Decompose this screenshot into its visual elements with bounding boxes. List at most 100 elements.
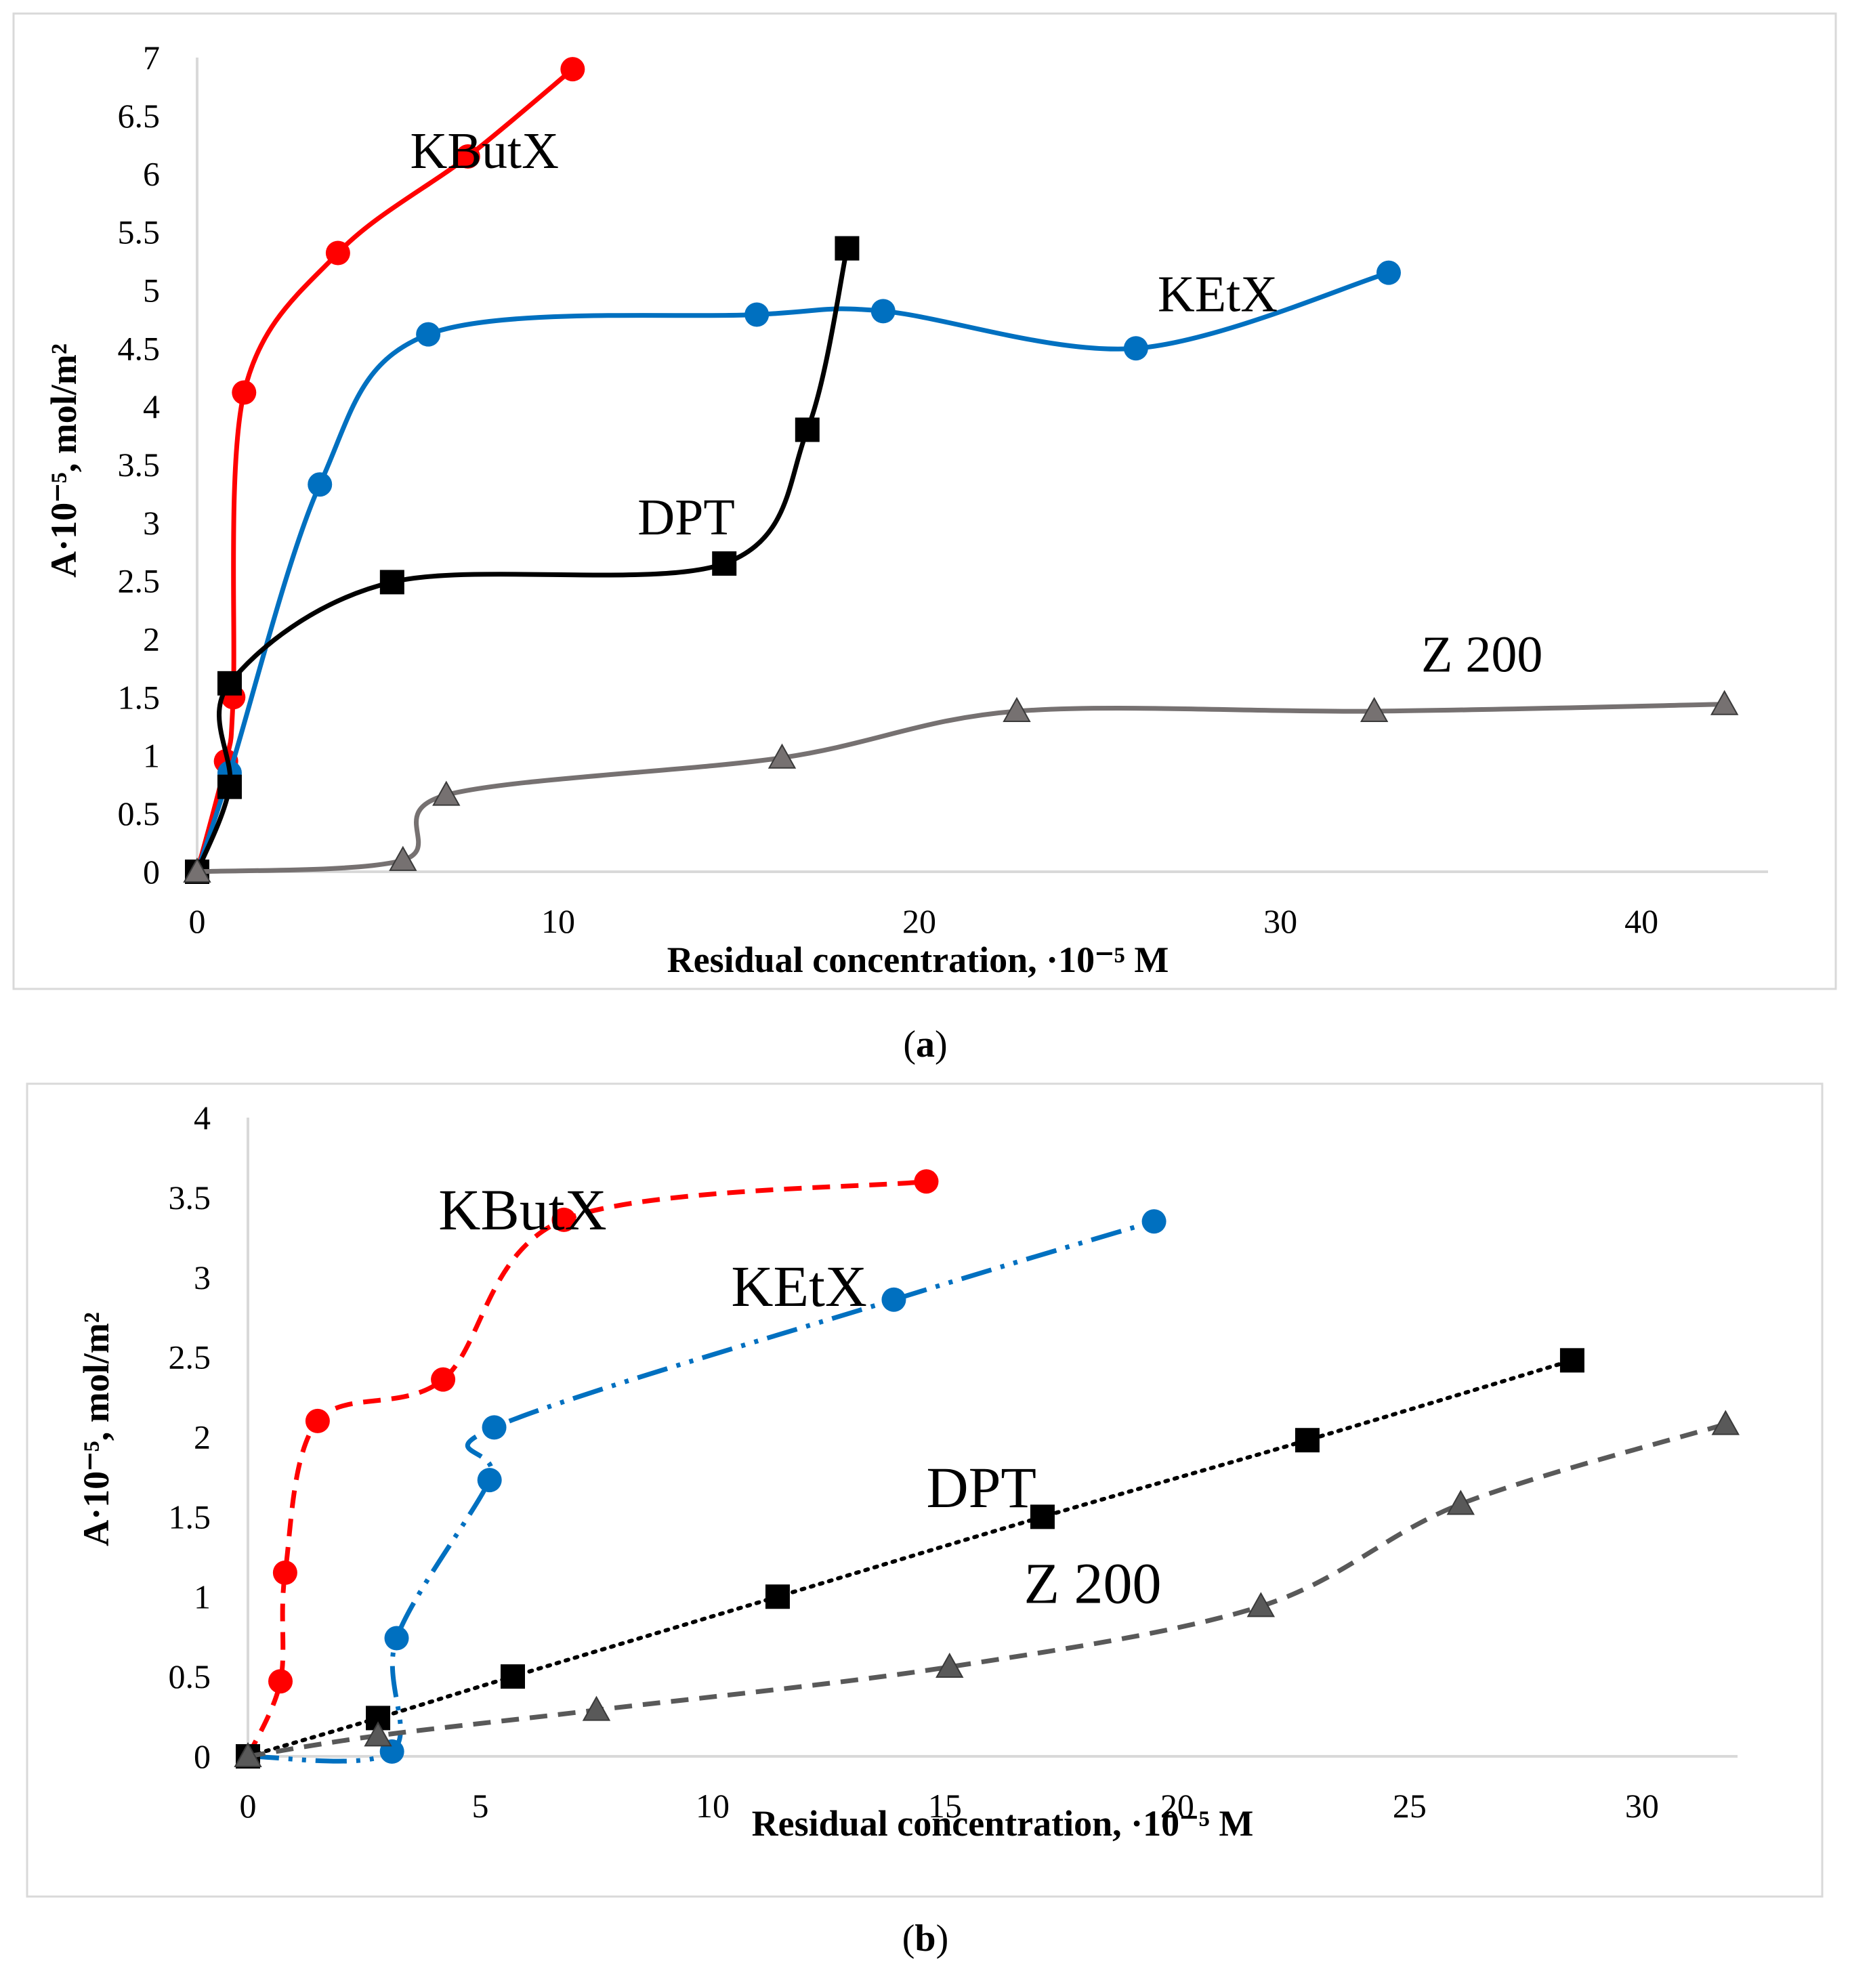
x-tick-label: 30 — [1625, 1787, 1659, 1825]
y-tick-label: 3.5 — [118, 446, 161, 484]
x-tick-label: 15 — [928, 1787, 962, 1825]
series-line-kbutx — [194, 67, 574, 872]
data-point-kbutx — [325, 240, 350, 266]
data-point-ketx — [881, 1287, 906, 1312]
y-tick-label: 4 — [143, 387, 160, 425]
data-point-ketx — [1376, 260, 1401, 285]
x-tick-label: 0 — [189, 902, 206, 940]
panel-b-x-tick-labels: 0 5 10 15 20 25 30 — [240, 1787, 1659, 1825]
panel-b-frame — [26, 1082, 1824, 1898]
data-point-ketx — [744, 302, 770, 327]
panel-a-series-labels: KButX KEtX DPT Z 200 — [410, 123, 1542, 683]
data-point-ketx — [308, 472, 333, 497]
y-tick-label: 7 — [143, 39, 160, 77]
series-ketx — [185, 260, 1401, 884]
data-point-z-200 — [1246, 1592, 1276, 1617]
series-line-dpt — [194, 247, 849, 873]
data-point-kbutx — [305, 1408, 330, 1433]
panel-b-chart: 0 0.5 1 1.5 2 2.5 3 3.5 4 0 5 10 15 20 25 30 KButX KEtX… — [26, 1082, 1824, 1898]
data-point-dpt — [712, 551, 737, 576]
x-tick-label: 0 — [240, 1787, 257, 1825]
data-point-kbutx — [560, 57, 585, 82]
data-point-dpt — [835, 236, 860, 261]
series-z-200 — [234, 1410, 1740, 1767]
x-tick-label: 25 — [1393, 1787, 1427, 1825]
data-point-dpt — [1295, 1428, 1320, 1453]
series-line-ketx — [194, 270, 1390, 873]
x-tick-label: 20 — [902, 902, 936, 940]
data-point-z-200 — [582, 1695, 611, 1721]
y-tick-label: 1.5 — [169, 1498, 211, 1536]
panel-b-series — [234, 1169, 1740, 1769]
y-tick-label: 0 — [143, 853, 160, 891]
data-point-ketx — [1141, 1209, 1166, 1234]
x-tick-label: 5 — [471, 1787, 488, 1825]
y-tick-label: 4 — [194, 1099, 211, 1137]
data-point-dpt — [765, 1584, 790, 1609]
y-tick-label: 6 — [143, 155, 160, 193]
panel-a-x-axis-title: Residual concentration, ·10⁻⁵ M — [667, 939, 1169, 980]
y-tick-label: 2.5 — [118, 562, 161, 600]
y-tick-label: 3 — [194, 1259, 211, 1296]
series-label-dpt: DPT — [926, 1455, 1036, 1520]
y-tick-label: 3 — [143, 504, 160, 542]
panel-b-caption: (b) — [902, 1918, 948, 1960]
y-tick-label: 1.5 — [118, 678, 161, 716]
data-point-dpt — [1030, 1504, 1055, 1529]
y-tick-label: 3.5 — [169, 1179, 211, 1217]
data-point-kbutx — [431, 1367, 456, 1392]
series-label-kbutx: KButX — [410, 123, 559, 179]
panel-b-y-axis-title: A·10⁻⁵, mol/m² — [76, 1312, 117, 1546]
x-tick-label: 30 — [1263, 902, 1297, 940]
data-point-z-200 — [364, 1721, 392, 1747]
data-point-kbutx — [551, 1207, 576, 1232]
x-tick-label: 20 — [1160, 1787, 1194, 1825]
data-point-dpt — [1559, 1348, 1584, 1373]
data-point-dpt — [795, 417, 820, 442]
x-tick-label: 10 — [541, 902, 575, 940]
panel-a-caption: (a) — [903, 1023, 947, 1065]
data-point-ketx — [477, 1468, 502, 1493]
data-point-ketx — [1123, 336, 1148, 361]
y-tick-label: 2 — [194, 1418, 211, 1456]
data-point-z-200 — [234, 1741, 262, 1767]
panel-a-y-tick-labels: 0 0.5 1 1.5 2 2.5 3 3.5 4 4.5 5 5.5 6 6.5 7 — [118, 39, 161, 891]
panel-a-y-axis-title: A·10⁻⁵, mol/m² — [43, 343, 84, 578]
data-point-z-200 — [768, 743, 797, 769]
data-point-dpt — [500, 1664, 525, 1689]
x-tick-label: 40 — [1624, 902, 1658, 940]
series-line-z-200 — [196, 702, 1725, 874]
y-tick-label: 1 — [194, 1578, 211, 1615]
data-point-dpt — [217, 671, 242, 696]
x-tick-label: 10 — [696, 1787, 730, 1825]
data-point-z-200 — [183, 857, 211, 883]
panel-a-chart: 00.511.522.533.544.555.566.57 0 10 20 30 40 … — [12, 12, 1837, 990]
series-dpt — [236, 1348, 1584, 1769]
data-point-kbutx — [232, 380, 257, 405]
y-tick-label: 4.5 — [118, 329, 161, 367]
data-point-z-200 — [935, 1652, 964, 1678]
data-point-ketx — [870, 299, 896, 324]
y-tick-label: 6.5 — [118, 97, 161, 135]
panel-a-x-tick-labels: 0 10 20 30 40 — [189, 902, 1659, 940]
series-label-z-200: Z 200 — [1421, 627, 1542, 683]
series-z-200 — [183, 690, 1739, 883]
data-point-kbutx — [268, 1669, 293, 1694]
series-label-ketx: KEtX — [1158, 266, 1278, 322]
data-point-ketx — [416, 322, 441, 347]
data-point-kbutx — [272, 1560, 297, 1585]
data-point-z-200 — [1710, 690, 1739, 715]
panel-a-frame — [12, 12, 1837, 990]
y-tick-label: 2 — [143, 620, 160, 658]
data-point-ketx — [384, 1626, 409, 1651]
series-kbutx — [185, 57, 585, 884]
series-label-dpt: DPT — [637, 489, 735, 546]
y-tick-label: 0.5 — [169, 1657, 211, 1695]
y-tick-label: 0.5 — [118, 795, 161, 832]
panel-b-x-axis-title: Residual concentration, ·10⁻⁵ M — [752, 1803, 1254, 1844]
data-point-z-200 — [432, 780, 461, 806]
data-point-z-200 — [389, 845, 417, 871]
data-point-z-200 — [1003, 696, 1031, 723]
data-point-z-200 — [1360, 696, 1389, 723]
